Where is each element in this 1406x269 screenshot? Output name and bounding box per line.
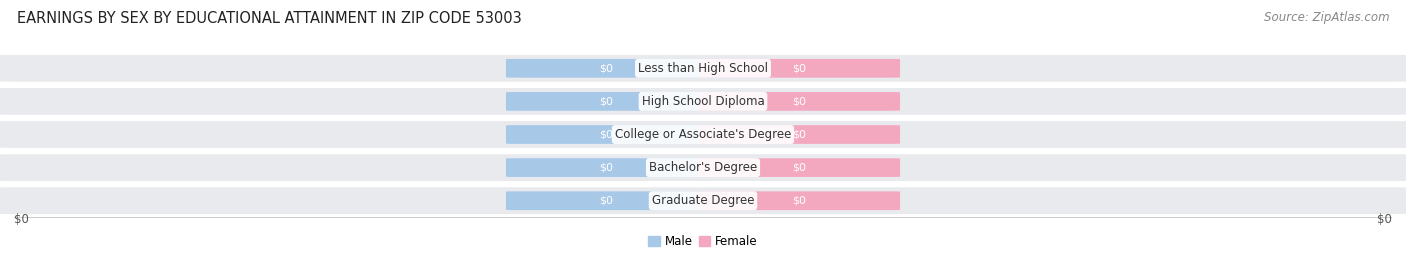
Text: $0: $0 [14,213,30,226]
Text: $0: $0 [793,63,807,73]
Text: $0: $0 [793,196,807,206]
FancyBboxPatch shape [0,55,1406,82]
FancyBboxPatch shape [506,158,707,177]
Text: $0: $0 [599,129,613,140]
FancyBboxPatch shape [506,191,707,210]
Text: Less than High School: Less than High School [638,62,768,75]
Text: Source: ZipAtlas.com: Source: ZipAtlas.com [1264,11,1389,24]
FancyBboxPatch shape [0,88,1406,115]
Text: Bachelor's Degree: Bachelor's Degree [650,161,756,174]
FancyBboxPatch shape [506,92,707,111]
FancyBboxPatch shape [506,125,707,144]
FancyBboxPatch shape [0,154,1406,181]
Text: $0: $0 [599,96,613,107]
Text: $0: $0 [793,162,807,173]
FancyBboxPatch shape [699,125,900,144]
FancyBboxPatch shape [699,158,900,177]
Text: EARNINGS BY SEX BY EDUCATIONAL ATTAINMENT IN ZIP CODE 53003: EARNINGS BY SEX BY EDUCATIONAL ATTAINMEN… [17,11,522,26]
FancyBboxPatch shape [0,187,1406,214]
FancyBboxPatch shape [0,121,1406,148]
Text: Graduate Degree: Graduate Degree [652,194,754,207]
FancyBboxPatch shape [699,92,900,111]
Text: High School Diploma: High School Diploma [641,95,765,108]
Text: $0: $0 [793,129,807,140]
Text: $0: $0 [599,196,613,206]
Text: $0: $0 [793,96,807,107]
Text: College or Associate's Degree: College or Associate's Degree [614,128,792,141]
Text: $0: $0 [599,63,613,73]
FancyBboxPatch shape [506,59,707,78]
Text: $0: $0 [1376,213,1392,226]
FancyBboxPatch shape [699,191,900,210]
Text: $0: $0 [599,162,613,173]
FancyBboxPatch shape [699,59,900,78]
Legend: Male, Female: Male, Female [644,230,762,253]
